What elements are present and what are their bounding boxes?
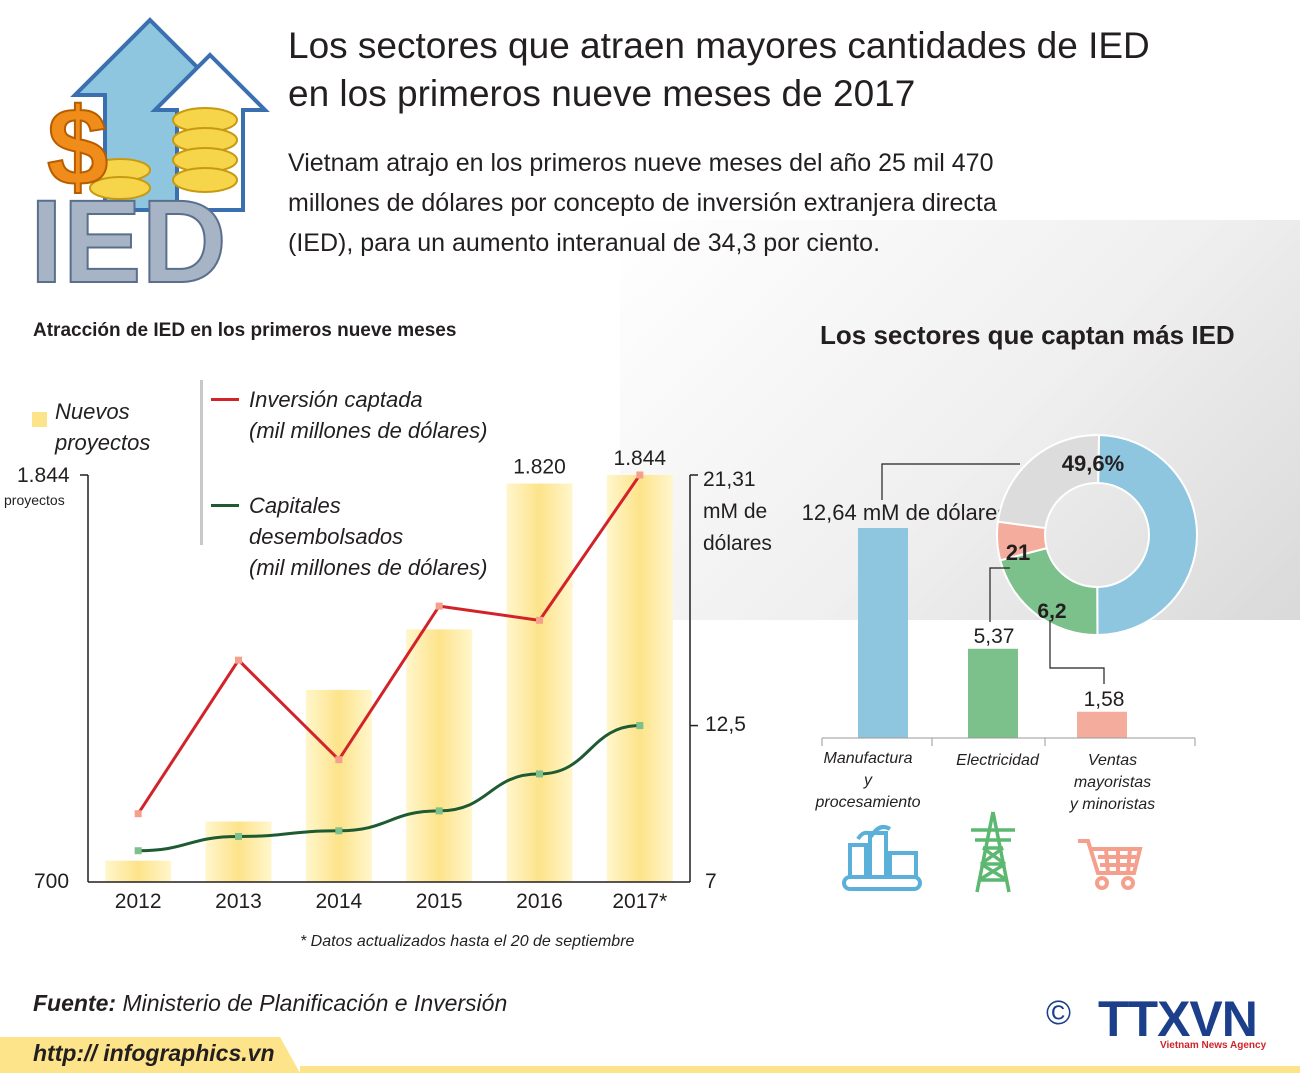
point-inversion <box>636 471 644 479</box>
x-tick-label: 2016 <box>516 890 563 913</box>
point-desembolsados <box>335 827 343 835</box>
url-link[interactable]: http:// infographics.vn <box>33 1040 275 1066</box>
sector-label-retail: Ventas mayoristas y minoristas <box>1069 752 1156 813</box>
power-tower-icon <box>971 811 1015 893</box>
sector-bar-1 <box>858 528 908 738</box>
left-axis-bottom-label: 700 <box>34 870 70 893</box>
point-desembolsados <box>435 807 443 815</box>
source-text: Ministerio de Planificación e Inversión <box>116 990 508 1016</box>
sector-value-label: 1,58 <box>1084 688 1125 711</box>
series-line-desembolsados <box>138 724 640 853</box>
dollar-sign-icon: $ <box>46 85 109 210</box>
logo-text: IED <box>30 176 227 290</box>
legend-green-label: Capitales desembolsados (mil millones de… <box>249 493 488 580</box>
point-inversion <box>536 616 543 624</box>
ied-logo: $ IED <box>29 17 270 290</box>
bar-2016 <box>506 483 573 882</box>
x-tick-label: 2015 <box>416 890 463 913</box>
bar-2015 <box>406 629 473 882</box>
left-axis-unit: proyectos <box>4 492 65 508</box>
x-tick-label: 2014 <box>315 890 362 913</box>
left-chart-title: Atracción de IED en los primeros nueve m… <box>33 320 457 341</box>
bar-value-label: 1.820 <box>513 456 566 479</box>
sector-label-manufacturing: Manufactura y procesamiento <box>815 750 921 811</box>
left-axis-top-label: 1.844 <box>17 464 70 487</box>
bar-2012 <box>105 860 172 882</box>
leader-line <box>881 463 1020 500</box>
right-axis-bottom-label: 7 <box>705 870 717 893</box>
point-inversion <box>435 602 443 610</box>
sector-value-label: 5,37 <box>974 625 1015 648</box>
legend-bars-swatch <box>32 412 47 427</box>
footnote: * Datos actualizados hasta el 20 de sept… <box>300 933 635 950</box>
ied-letters: IED <box>29 175 228 290</box>
bar-2017* <box>606 475 673 882</box>
sector-label-electricity: Electricidad <box>956 752 1039 769</box>
point-inversion <box>335 756 343 764</box>
source: Fuente: Ministerio de Planificación e In… <box>33 990 507 1017</box>
leader-line <box>989 567 1010 622</box>
sector-bar-3 <box>1077 711 1127 738</box>
donut-slice-4 <box>996 434 1101 530</box>
factory-icon <box>842 825 922 891</box>
point-desembolsados <box>134 847 142 855</box>
legend-red-swatch <box>211 398 239 401</box>
bottom-rule <box>300 1066 1300 1073</box>
right-axis-mid-label: 12,5 <box>705 713 746 736</box>
donut-value-label: 6,2 <box>1037 600 1066 623</box>
point-desembolsados <box>536 770 543 778</box>
agency-subtitle: Vietnam News Agency <box>1160 1040 1267 1051</box>
x-tick-label: 2013 <box>215 890 262 913</box>
url-ribbon <box>0 1037 300 1073</box>
leader-line <box>1049 620 1105 684</box>
donut-value-label: 21 <box>1006 540 1030 565</box>
shopping-cart-icon <box>1078 839 1143 890</box>
donut-value-label: 49,6% <box>1062 451 1124 476</box>
legend-divider <box>200 380 203 545</box>
donut-slice-1 <box>1096 433 1198 637</box>
point-inversion <box>134 810 142 818</box>
x-tick-label: 2012 <box>115 890 162 913</box>
agency-logo: TTXVN <box>1098 991 1258 1047</box>
bar-2013 <box>205 821 272 882</box>
bar-2014 <box>305 689 372 882</box>
intro-text: Vietnam atrajo en los primeros nueve mes… <box>288 149 997 257</box>
legend-red-label: Inversión captada (mil millones de dólar… <box>249 387 488 443</box>
source-label: Fuente: <box>33 990 117 1016</box>
right-axis-top-label: 21,31 mM de dólares <box>703 468 772 555</box>
right-chart-title: Los sectores que captan más IED <box>820 320 1235 350</box>
copyright-symbol: © <box>1046 994 1072 1032</box>
x-tick-label: 2017* <box>612 890 667 913</box>
point-desembolsados <box>235 832 242 840</box>
series-line-inversion <box>136 474 642 815</box>
bar-value-label: 1.844 <box>614 447 667 470</box>
legend-bars-label: Nuevos proyectos <box>55 399 151 455</box>
legend-green-swatch <box>211 504 239 507</box>
page-title: Los sectores que atraen mayores cantidad… <box>288 25 1150 114</box>
coins-icon <box>89 107 238 200</box>
sector-value-label: 12,64 mM de dólares <box>802 500 1009 525</box>
sector-bar-2 <box>968 648 1018 738</box>
svg-text:$: $ <box>47 86 108 209</box>
point-inversion <box>235 656 242 664</box>
point-desembolsados <box>636 722 644 730</box>
